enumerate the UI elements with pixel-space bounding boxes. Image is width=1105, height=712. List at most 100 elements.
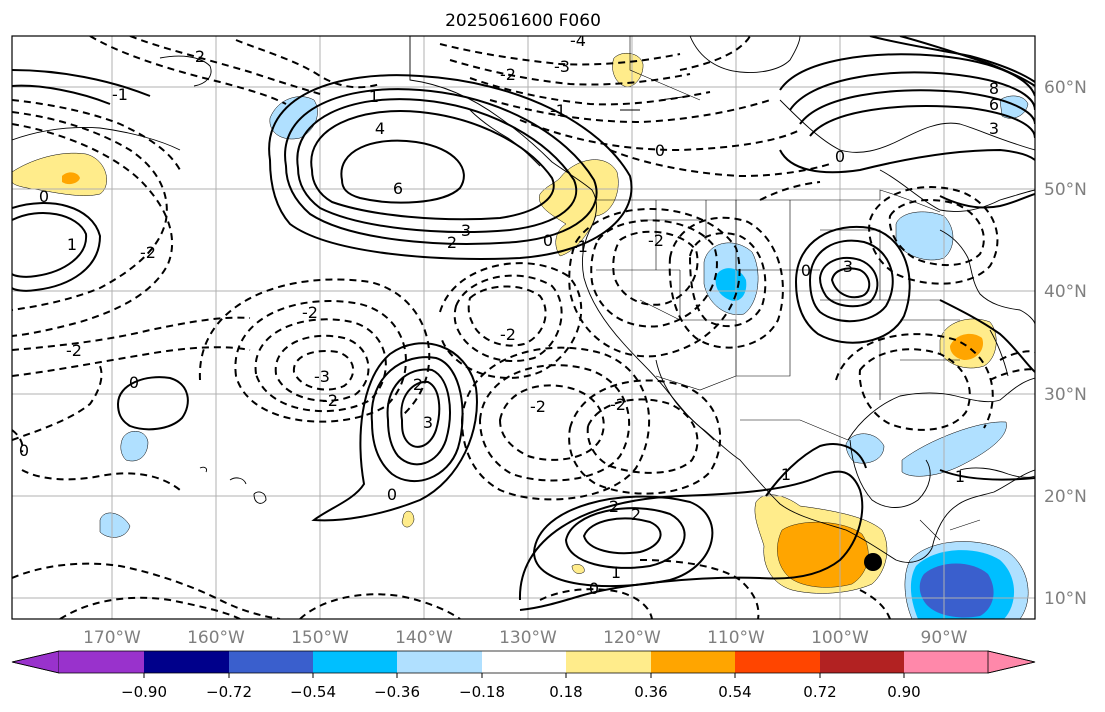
contours-positive xyxy=(12,36,1035,611)
colorbar-label: 0.54 xyxy=(718,683,751,701)
colorbar-label: 0.18 xyxy=(549,683,582,701)
latitude-labels: 60°N 50°N 40°N 30°N 20°N 10°N xyxy=(1044,78,1087,609)
fill-negative-gulf xyxy=(901,421,1007,477)
lat-label: 40°N xyxy=(1044,282,1087,302)
contour-label: 1 xyxy=(67,235,77,254)
colorbar-label: 0.90 xyxy=(887,683,920,701)
contour-label: 0 xyxy=(543,231,553,250)
contour-label: -2 xyxy=(530,397,546,416)
fill-orange-pacific-west xyxy=(62,172,80,185)
contour-label: -2 xyxy=(140,243,156,262)
contour-label: 6 xyxy=(989,95,999,114)
location-marker xyxy=(864,553,882,571)
lon-label: 150°W xyxy=(291,628,349,648)
contour-label: -2 xyxy=(500,65,516,84)
lon-label: 140°W xyxy=(395,628,453,648)
colorbar-label: −0.72 xyxy=(206,683,252,701)
lon-label: 130°W xyxy=(499,628,557,648)
colorbar-bin xyxy=(144,651,229,673)
colorbar-label: 0.72 xyxy=(803,683,836,701)
colorbar-bin xyxy=(651,651,735,673)
contour-label: 2 xyxy=(631,505,641,524)
anomaly-fills xyxy=(12,52,1029,619)
graticule xyxy=(12,36,1035,619)
colorbar-label: −0.36 xyxy=(374,683,420,701)
map-frame xyxy=(11,35,1036,620)
fill-positive-small-1 xyxy=(401,510,415,528)
colorbar-label: 0.36 xyxy=(634,683,667,701)
contour-label: -4 xyxy=(570,31,586,50)
fill-orange-mexico xyxy=(777,521,869,588)
fill-negative-colorado-core xyxy=(715,268,747,301)
contour-label: 1 xyxy=(955,467,965,486)
contour-label: 4 xyxy=(375,119,385,138)
colorbar-bin xyxy=(820,651,904,673)
fill-negative-texas xyxy=(845,433,885,464)
contour-label: 0 xyxy=(835,147,845,166)
colorbar-bin xyxy=(566,651,651,673)
political-borders xyxy=(596,36,981,541)
lon-label: 110°W xyxy=(707,628,765,648)
contour-label: 3 xyxy=(423,413,433,432)
contour-label: -2 xyxy=(322,391,338,410)
colorbar-label: −0.90 xyxy=(121,683,167,701)
colorbar-extend-high xyxy=(987,650,1036,674)
contour-label: -2 xyxy=(648,231,664,250)
colorbar-bin xyxy=(313,651,397,673)
colorbar-bin xyxy=(482,651,566,673)
colorbar-bin xyxy=(735,651,820,673)
lat-label: 30°N xyxy=(1044,385,1087,405)
colorbar-label: −0.18 xyxy=(459,683,505,701)
colorbar-bin xyxy=(59,651,144,673)
colorbar: −0.90 −0.72 −0.54 −0.36 −0.18 0.18 0.36 … xyxy=(11,650,1036,701)
fill-positive-small-2 xyxy=(571,564,585,574)
contour-label: 2 xyxy=(195,47,205,66)
contour-label: 3 xyxy=(843,257,853,276)
figure-title: 2025061600 F060 xyxy=(445,11,601,31)
lon-label: 100°W xyxy=(811,628,869,648)
contour-label: -3 xyxy=(314,367,330,386)
contour-label: 0 xyxy=(19,441,29,460)
lat-label: 60°N xyxy=(1044,78,1087,98)
contour-label: -1 xyxy=(572,237,588,256)
colorbar-outline xyxy=(11,650,1036,674)
contour-label: 0 xyxy=(589,579,599,598)
contour-label: 0 xyxy=(39,187,49,206)
contour-label: -2 xyxy=(66,341,82,360)
colorbar-label: −0.54 xyxy=(290,683,336,701)
contour-label: -2 xyxy=(500,325,516,344)
contour-label: 8 xyxy=(989,79,999,98)
lon-label: 120°W xyxy=(603,628,661,648)
colorbar-extend-low xyxy=(11,650,60,674)
fill-positive-pacific-west xyxy=(12,152,107,196)
contour-label: 2 xyxy=(447,233,457,252)
contour-label: 1 xyxy=(369,87,379,106)
contour-label: 2 xyxy=(609,497,619,516)
lon-label: 90°W xyxy=(921,628,968,648)
contours-negative xyxy=(12,36,1035,619)
contour-label: -3 xyxy=(554,57,570,76)
contour-label: 0 xyxy=(655,141,665,160)
longitude-labels: 170°W 160°W 150°W 140°W 130°W 120°W 110°… xyxy=(83,628,968,648)
fill-negative-central-america-core xyxy=(919,563,994,618)
contour-labels: 6 4 3 2 1 0 -2 -3 -2 -2 0 2 3 0 2 2 0 1 … xyxy=(19,31,999,598)
contour-label: 0 xyxy=(387,485,397,504)
fill-negative-hawaii-west xyxy=(120,431,149,462)
fill-negative-gulf-alaska xyxy=(269,96,318,140)
contour-label: 2 xyxy=(413,375,423,394)
lon-label: 170°W xyxy=(83,628,141,648)
lat-label: 10°N xyxy=(1044,589,1087,609)
contour-label: 3 xyxy=(989,119,999,138)
colorbar-bin xyxy=(397,651,482,673)
contour-label: 1 xyxy=(611,563,621,582)
lon-label: 160°W xyxy=(187,628,245,648)
lat-label: 50°N xyxy=(1044,180,1087,200)
colorbar-bin xyxy=(229,651,313,673)
lat-label: 20°N xyxy=(1044,487,1087,507)
colorbar-bin xyxy=(904,651,988,673)
colorbar-ticks xyxy=(143,673,905,678)
map-area: 6 4 3 2 1 0 -2 -3 -2 -2 0 2 3 0 2 2 0 1 … xyxy=(12,31,1035,619)
contour-label: -2 xyxy=(302,303,318,322)
coastlines xyxy=(12,36,1035,563)
